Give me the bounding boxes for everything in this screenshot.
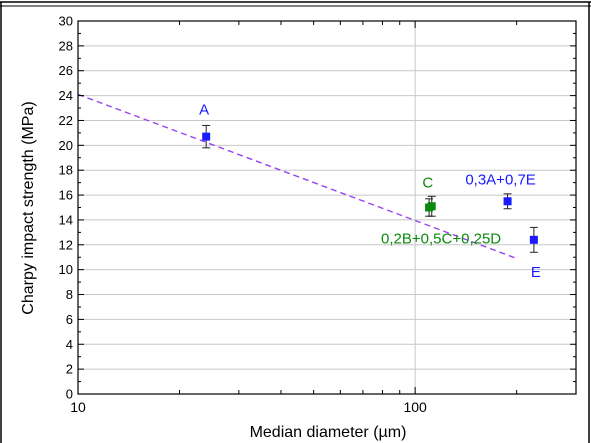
trendline [77,93,517,260]
y-tick-label: 24 [59,88,73,103]
points-layer [202,124,538,253]
y-tick-label: 14 [59,212,73,227]
y-tick-label: 20 [59,138,73,153]
x-tick-label: 10 [70,399,86,415]
x-tick-label: 100 [403,399,427,415]
y-tick-label: 4 [66,337,73,352]
point-label: 0,2B+0,5C+0,25D [381,231,501,248]
axis-ticks [77,20,576,395]
point-label: 0,3A+0,7E [465,171,535,188]
y-tick-label: 12 [59,237,73,252]
y-tick-label: 0 [66,387,73,402]
y-tick-label: 22 [59,113,73,128]
y-tick-label: 26 [59,63,73,78]
y-axis-title: Charpy impact strength (MPa) [20,101,37,314]
grid [78,21,576,394]
point-label: A [199,102,209,119]
point-labels: A C 0,2B+0,5C+0,25D 0,3A+0,7E E [199,102,541,281]
x-axis-title: Median diameter (µm) [250,424,407,441]
y-tick-label: 16 [59,188,73,203]
y-tick-label: 18 [59,163,73,178]
data-point [503,197,512,206]
trendline-layer [77,93,517,260]
plot-area-border [77,20,577,395]
x-tick-labels: 10 100 [70,399,427,415]
y-tick-label: 2 [66,362,73,377]
data-point [529,235,538,244]
data-point [202,132,211,141]
data-point [425,203,434,212]
y-tick-label: 30 [59,14,73,29]
point-label: C [422,174,433,191]
point-label: E [531,264,541,281]
y-tick-label: 10 [59,262,73,277]
y-tick-label: 6 [66,312,73,327]
y-tick-label: 8 [66,287,73,302]
y-tick-label: 28 [59,38,73,53]
